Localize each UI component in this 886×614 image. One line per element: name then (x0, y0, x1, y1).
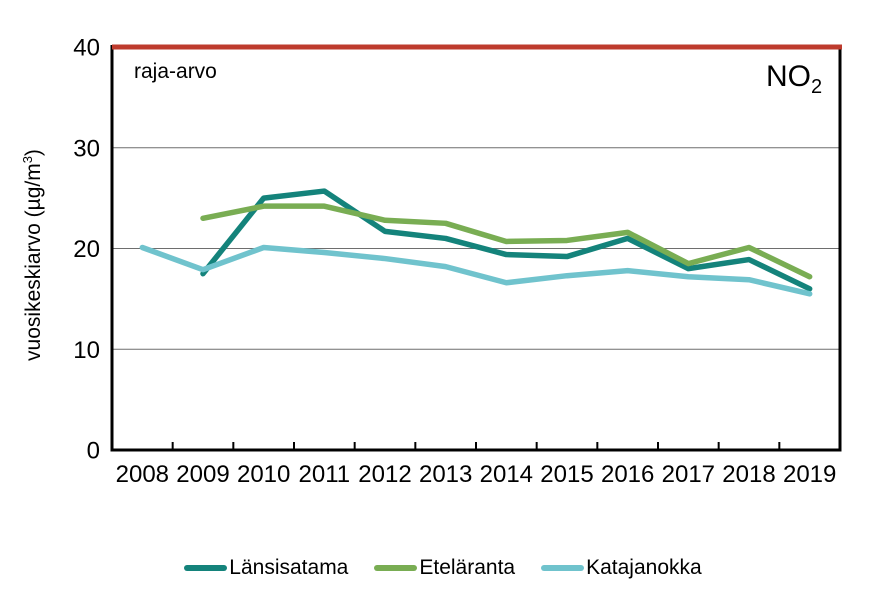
x-tick-label-2015: 2015 (540, 461, 593, 488)
legend-swatch-lansisatama (184, 565, 228, 571)
y-axis-title-suffix: ) (22, 149, 45, 157)
y-axis-title-text: vuosikeskiarvo (µg/m (22, 163, 45, 361)
x-tick-label-2019: 2019 (783, 461, 836, 488)
legend: Länsisatama Eteläranta Katajanokka (0, 556, 886, 580)
pollutant-label: NO2 (766, 60, 822, 99)
x-tick-label-2016: 2016 (601, 461, 654, 488)
y-tick-label-20: 20 (73, 236, 100, 263)
legend-label-lansisatama: Länsisatama (229, 556, 349, 579)
x-tick-label-2009: 2009 (176, 461, 229, 488)
legend-swatch-etelaranta (374, 565, 418, 571)
series-line-katajanokka (139, 244, 813, 297)
legend-swatch-katajanokka (541, 565, 585, 571)
y-tick-label-30: 30 (73, 135, 100, 162)
legend-label-katajanokka: Katajanokka (586, 556, 702, 579)
limit-line-label: raja-arvo (134, 60, 217, 83)
pollutant-label-subscript: 2 (811, 76, 823, 98)
x-tick-label-2011: 2011 (299, 461, 351, 488)
y-tick-label-40: 40 (73, 35, 100, 62)
pollutant-label-text: NO (766, 60, 811, 93)
legend-item-lansisatama: Länsisatama (184, 556, 348, 580)
legend-item-katajanokka: Katajanokka (541, 556, 702, 580)
legend-label-etelaranta: Eteläranta (419, 556, 516, 579)
x-tick-label-2014: 2014 (480, 461, 533, 488)
x-tick-label-2010: 2010 (237, 461, 290, 488)
y-tick-label-0: 0 (87, 438, 100, 465)
series-line-etelaranta (200, 203, 813, 280)
x-tick-label-2008: 2008 (116, 461, 169, 488)
x-tick-label-2012: 2012 (358, 461, 411, 488)
y-tick-label-10: 10 (73, 337, 100, 364)
legend-item-etelaranta: Eteläranta (374, 556, 515, 580)
y-axis-title-superscript: 3 (20, 156, 35, 164)
x-tick-label-2013: 2013 (419, 461, 472, 488)
x-tick-label-2017: 2017 (662, 461, 715, 488)
series-line-lansisatama (200, 188, 813, 292)
x-tick-label-2018: 2018 (722, 461, 775, 488)
y-axis-title: vuosikeskiarvo (µg/m3) (14, 95, 45, 415)
